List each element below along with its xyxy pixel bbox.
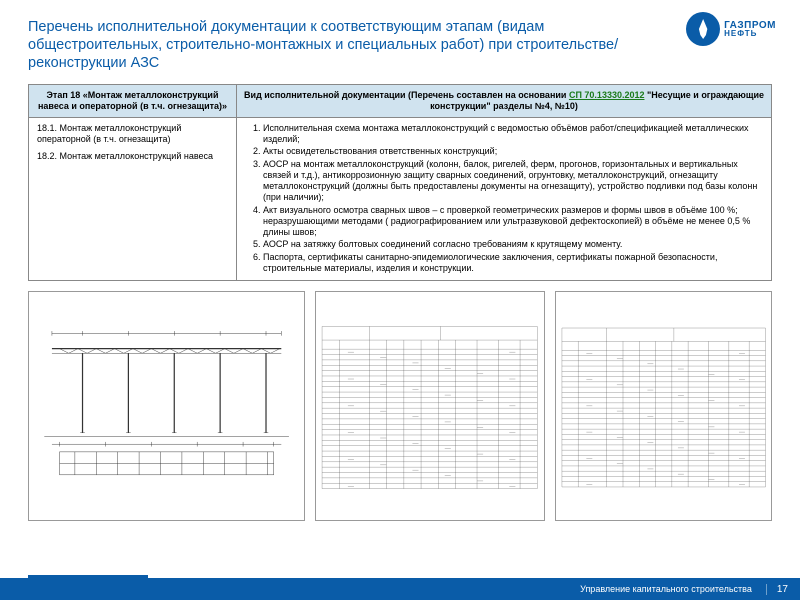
spec-table-figure-1 [315,291,544,521]
doc-item: АОСР на затяжку болтовых соединений согл… [263,239,763,250]
spec-table-figure-2 [555,291,772,521]
doc-item: Паспорта, сертификаты санитарно-эпидемио… [263,252,763,275]
logo-flame-icon [686,12,720,46]
brand-line2: НЕФТЬ [724,30,776,37]
footer-page: 17 [766,584,788,595]
drawing-figure [28,291,305,521]
slide-footer: Управление капитального строительства 17 [0,578,800,600]
documentation-table: Этап 18 «Монтаж металлоконструкций навес… [28,84,772,281]
stage-cell: 18.1. Монтаж металлоконструкций оператор… [29,117,237,280]
doc-item: Исполнительная схема монтажа металлоконс… [263,123,763,146]
col-stage: Этап 18 «Монтаж металлоконструкций навес… [29,85,237,118]
docs-cell: Исполнительная схема монтажа металлоконс… [237,117,772,280]
slide-title: Перечень исполнительной документации к с… [28,18,648,72]
doc-item: Акт визуального осмотра сварных швов – с… [263,205,763,239]
figures-row [28,291,772,521]
col-doc-type: Вид исполнительной документации (Перечен… [237,85,772,118]
footer-dept: Управление капитального строительства [580,584,752,594]
sp-link[interactable]: СП 70.13330.2012 [569,90,645,100]
doc-item: Акты освидетельствования ответственных к… [263,146,763,157]
doc-item: АОСР на монтаж металлоконструкций (колон… [263,159,763,204]
brand-logo: ГАЗПРОМ НЕФТЬ [686,12,776,46]
